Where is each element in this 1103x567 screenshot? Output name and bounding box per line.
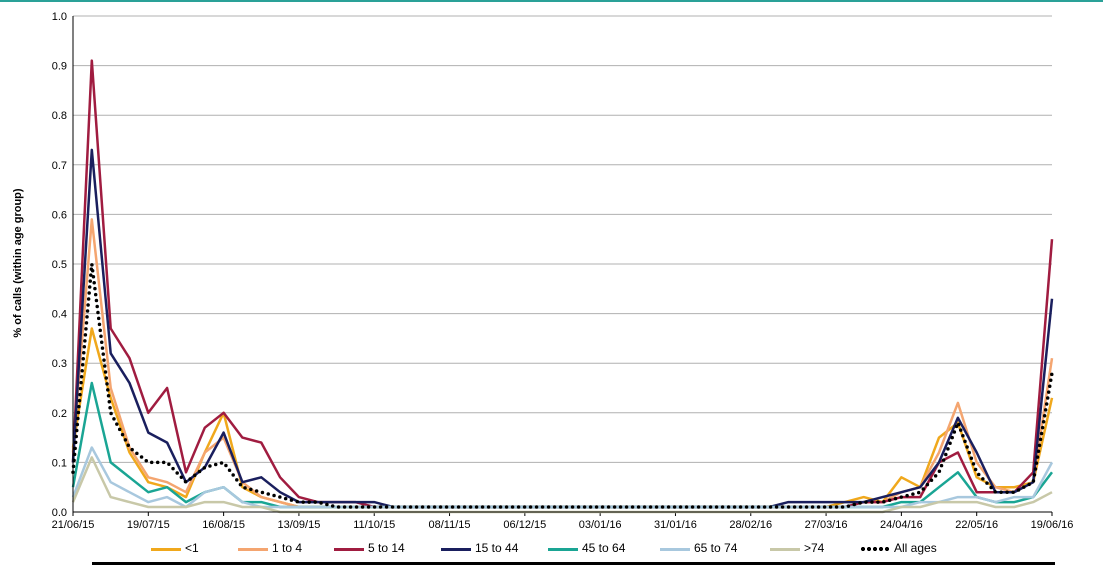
legend-swatch bbox=[238, 548, 268, 551]
series-line-3 bbox=[71, 148, 1054, 509]
x-tick-label: 19/06/16 bbox=[1031, 519, 1074, 531]
y-tick-label: 0.7 bbox=[52, 160, 67, 172]
x-tick-labels: 21/06/15 19/07/15 16/08/15 13/09/15 11/10/15… bbox=[52, 512, 1074, 531]
series-line-5 bbox=[71, 446, 1054, 509]
x-tick-label: 27/03/16 bbox=[805, 519, 848, 531]
series-line-6 bbox=[71, 456, 1053, 514]
x-tick-label: 06/12/15 bbox=[503, 519, 546, 531]
legend-label: All ages bbox=[894, 541, 937, 555]
y-tick-label: 0.2 bbox=[52, 408, 67, 420]
legend-swatch bbox=[151, 548, 181, 551]
legend-swatch bbox=[860, 546, 890, 552]
legend-label: >74 bbox=[804, 541, 825, 555]
y-tick-labels: 0.0 0.1 0.2 0.3 0.4 0.5 0.6 0.7 0.8 0.9 1.0 bbox=[52, 11, 67, 519]
legend-swatch bbox=[548, 548, 578, 551]
y-tick-label: 0.3 bbox=[52, 358, 67, 370]
x-tick-label: 13/09/15 bbox=[278, 519, 321, 531]
x-tick-label: 03/01/16 bbox=[579, 519, 622, 531]
y-tick-label: 0.8 bbox=[52, 110, 67, 122]
gridlines bbox=[73, 15, 1052, 463]
legend: <1 1 to 4 5 to 14 15 to 44 45 to 64 65 to 74 >… bbox=[0, 541, 1103, 557]
y-tick-label: 1.0 bbox=[52, 11, 67, 23]
x-tick-label: 21/06/15 bbox=[52, 519, 95, 531]
y-axis-label: % of calls (within age group) bbox=[12, 188, 24, 337]
x-tick-label: 22/05/16 bbox=[955, 519, 998, 531]
x-tick-label: 28/02/16 bbox=[729, 519, 772, 531]
legend-label: 5 to 14 bbox=[368, 541, 405, 555]
x-tick-label: 08/11/15 bbox=[429, 519, 471, 531]
legend-label: 65 to 74 bbox=[694, 541, 738, 555]
line-chart: 0.0 0.1 0.2 0.3 0.4 0.5 0.6 0.7 0.8 0.9 1.0 21/06/… bbox=[12, 11, 1074, 531]
legend-swatch bbox=[660, 548, 690, 551]
y-tick-label: 0.1 bbox=[52, 457, 67, 469]
x-tick-label: 31/01/16 bbox=[654, 519, 697, 531]
legend-swatch bbox=[334, 548, 364, 551]
y-tick-label: 0.4 bbox=[52, 309, 67, 321]
x-tick-label: 19/07/15 bbox=[127, 519, 170, 531]
legend-swatch bbox=[770, 548, 800, 551]
top-accent-line bbox=[0, 0, 1103, 2]
legend-label: 45 to 64 bbox=[582, 541, 626, 555]
legend-swatch bbox=[441, 548, 471, 551]
y-tick-label: 0.9 bbox=[52, 61, 67, 73]
x-tick-label: 24/04/16 bbox=[880, 519, 923, 531]
x-tick-label: 11/10/15 bbox=[353, 519, 395, 531]
series-line-0 bbox=[71, 327, 1054, 509]
x-tick-label: 16/08/15 bbox=[202, 519, 245, 531]
legend-label: 15 to 44 bbox=[475, 541, 519, 555]
y-tick-label: 0.6 bbox=[52, 209, 67, 221]
y-tick-label: 0.5 bbox=[52, 259, 67, 271]
series-line-7 bbox=[71, 262, 1054, 509]
bottom-bar bbox=[92, 562, 1055, 565]
series-lines bbox=[71, 59, 1054, 514]
legend-label: 1 to 4 bbox=[272, 541, 303, 555]
y-tick-label: 0.0 bbox=[52, 507, 67, 519]
legend-label: <1 bbox=[185, 541, 199, 555]
